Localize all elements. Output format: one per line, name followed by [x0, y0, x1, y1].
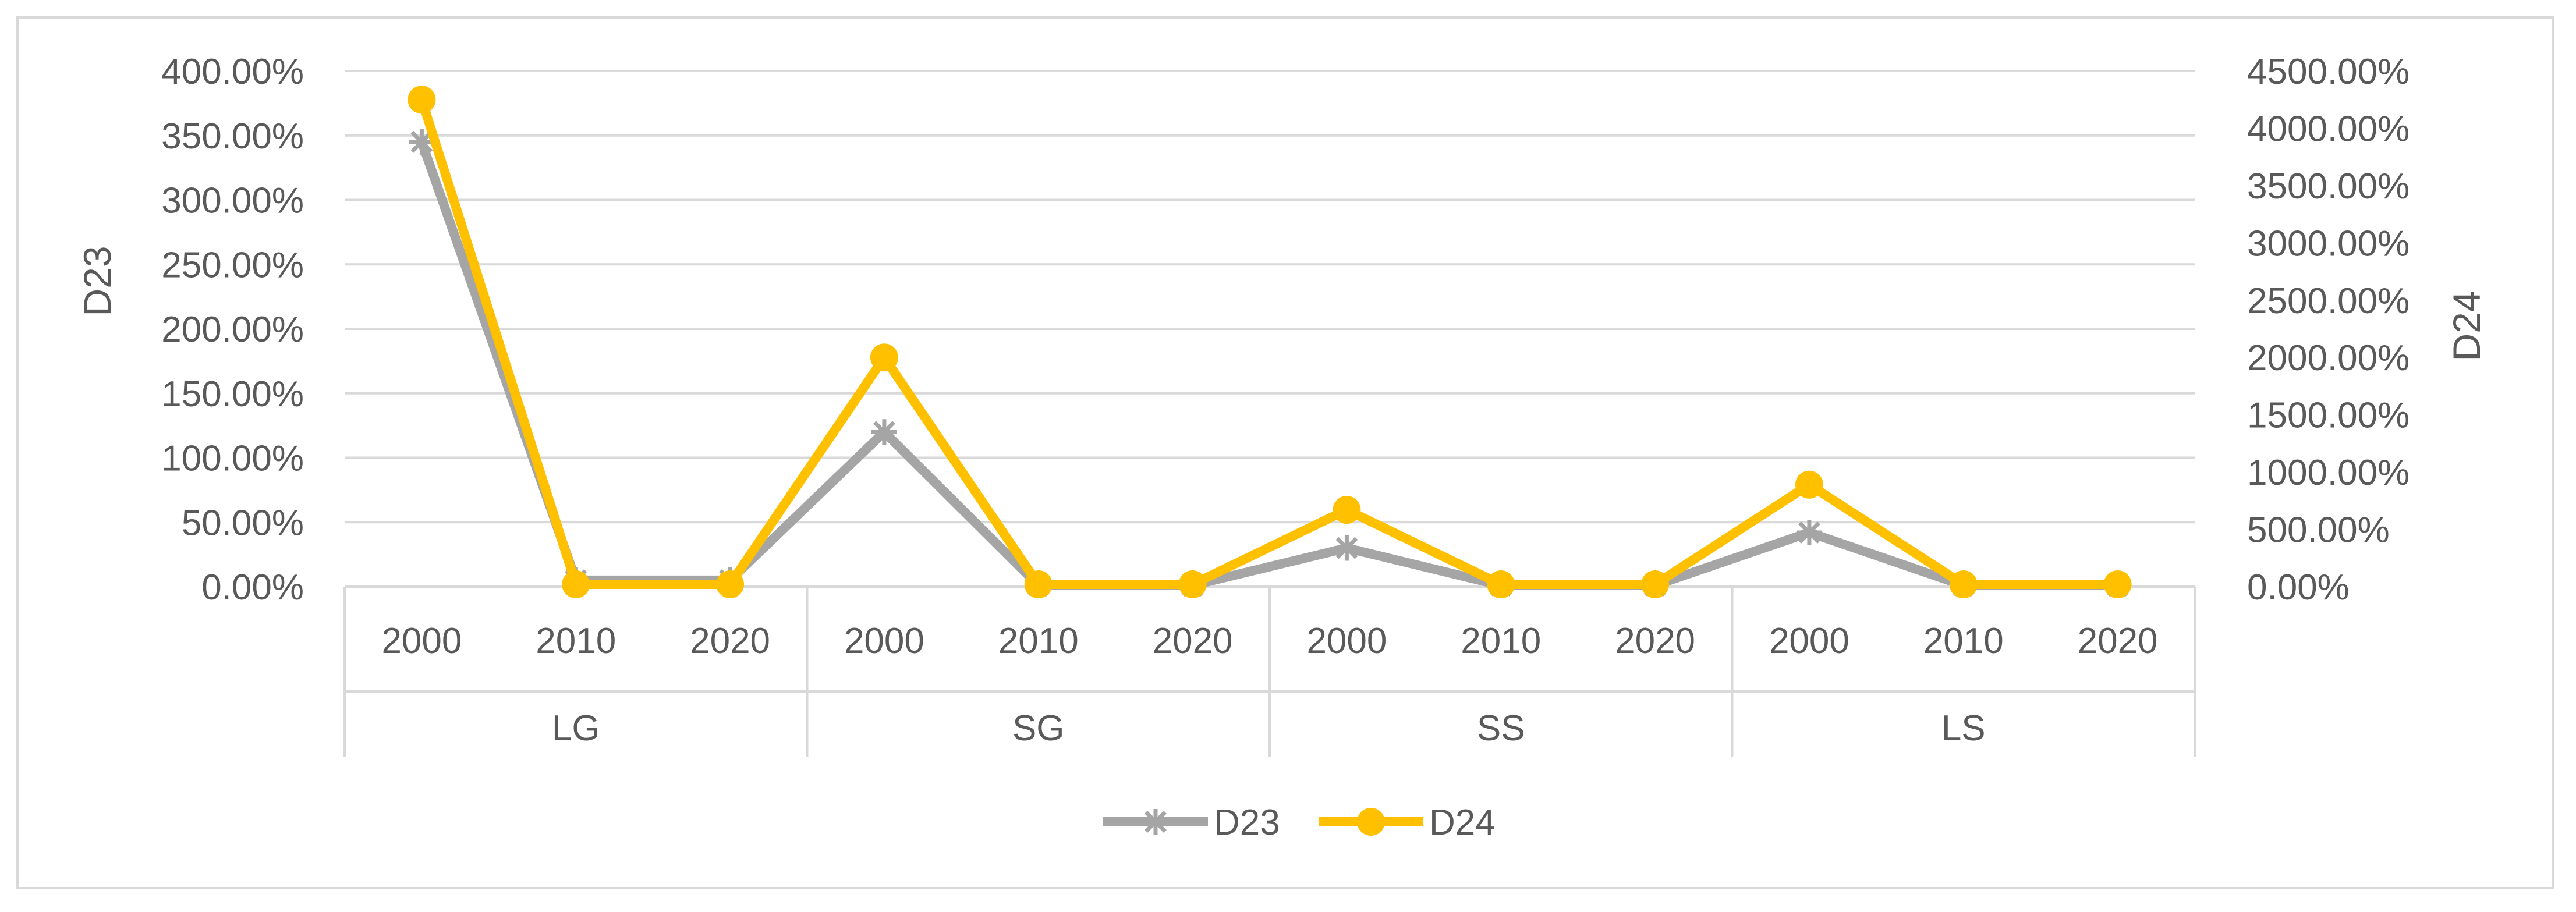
right-tick-label: 3500.00% — [2247, 166, 2410, 207]
year-tick-label: 2000 — [1769, 621, 1849, 661]
right-tick-label: 4000.00% — [2247, 109, 2410, 149]
left-tick-label: 400.00% — [161, 52, 304, 92]
year-tick-label: 2010 — [998, 621, 1079, 661]
right-tick-label: 3000.00% — [2247, 223, 2410, 264]
data-point-d24 — [1178, 570, 1207, 599]
year-tick-label: 2000 — [381, 621, 462, 661]
right-axis-title: D24 — [2445, 290, 2488, 361]
legend-label-d23: D23 — [1214, 803, 1280, 843]
series-layer — [408, 86, 2132, 599]
data-point-d24 — [870, 343, 898, 372]
group-label: SG — [1012, 708, 1065, 748]
data-point-d23 — [1334, 535, 1360, 561]
left-tick-label: 250.00% — [161, 245, 304, 285]
group-label: SS — [1477, 708, 1525, 748]
right-axis-ticks: 0.00% 500.00% 1000.00% 1500.00% 2000.00% 2500… — [2247, 52, 2410, 608]
year-tick-label: 2000 — [844, 621, 924, 661]
data-point-d23 — [409, 129, 435, 155]
right-tick-label: 2000.00% — [2247, 338, 2410, 378]
year-tick-label: 2020 — [2078, 621, 2158, 661]
year-tick-label: 2020 — [690, 621, 770, 661]
right-tick-label: 1500.00% — [2247, 396, 2410, 436]
group-label: LG — [552, 708, 600, 748]
right-tick-label: 500.00% — [2247, 510, 2390, 551]
data-point-d24 — [1357, 808, 1385, 836]
year-tick-label: 2010 — [536, 621, 616, 661]
data-point-d23 — [1796, 519, 1822, 545]
left-tick-label: 100.00% — [161, 439, 304, 479]
left-axis-title: D23 — [76, 246, 119, 316]
data-point-d24 — [1333, 496, 1361, 524]
year-tick-label: 2000 — [1306, 621, 1387, 661]
data-point-d24 — [1487, 570, 1515, 599]
right-tick-label: 1000.00% — [2247, 453, 2410, 493]
year-tick-label: 2010 — [1923, 621, 2004, 661]
year-tick-label: 2020 — [1615, 621, 1695, 661]
data-point-d23 — [1143, 809, 1168, 835]
right-tick-label: 2500.00% — [2247, 281, 2410, 321]
x-axis: 2000 2010 2020 LG 2000 2010 2020 SG 2000 2010 2020… — [343, 585, 2196, 757]
right-tick-label: 4500.00% — [2247, 52, 2410, 92]
year-tick-label: 2010 — [1461, 621, 1541, 661]
left-tick-label: 300.00% — [161, 181, 304, 221]
data-point-d24 — [562, 570, 590, 599]
data-point-d24 — [716, 570, 745, 599]
data-point-d24 — [408, 86, 436, 114]
data-point-d24 — [2103, 570, 2132, 599]
left-tick-label: 350.00% — [161, 116, 304, 157]
left-tick-label: 50.00% — [182, 503, 304, 543]
gridlines — [345, 70, 2195, 524]
data-point-d24 — [1641, 570, 1670, 599]
left-tick-label: 150.00% — [161, 374, 304, 414]
data-point-d24 — [1795, 470, 1823, 499]
right-tick-label: 0.00% — [2247, 567, 2350, 608]
group-label: LS — [1941, 708, 1986, 748]
left-tick-label: 200.00% — [161, 310, 304, 350]
series-line-d24 — [417, 98, 2118, 590]
data-point-d23 — [871, 419, 897, 445]
legend-label-d24: D24 — [1429, 803, 1496, 843]
left-tick-label: 0.00% — [201, 567, 304, 608]
left-axis-ticks: 0.00% 50.00% 100.00% 150.00% 200.00% 250.00% 3… — [161, 52, 304, 608]
data-point-d24 — [1949, 570, 1978, 599]
legend: D23 D24 — [1103, 803, 1496, 843]
data-point-d24 — [1024, 570, 1053, 599]
year-tick-label: 2020 — [1153, 621, 1233, 661]
